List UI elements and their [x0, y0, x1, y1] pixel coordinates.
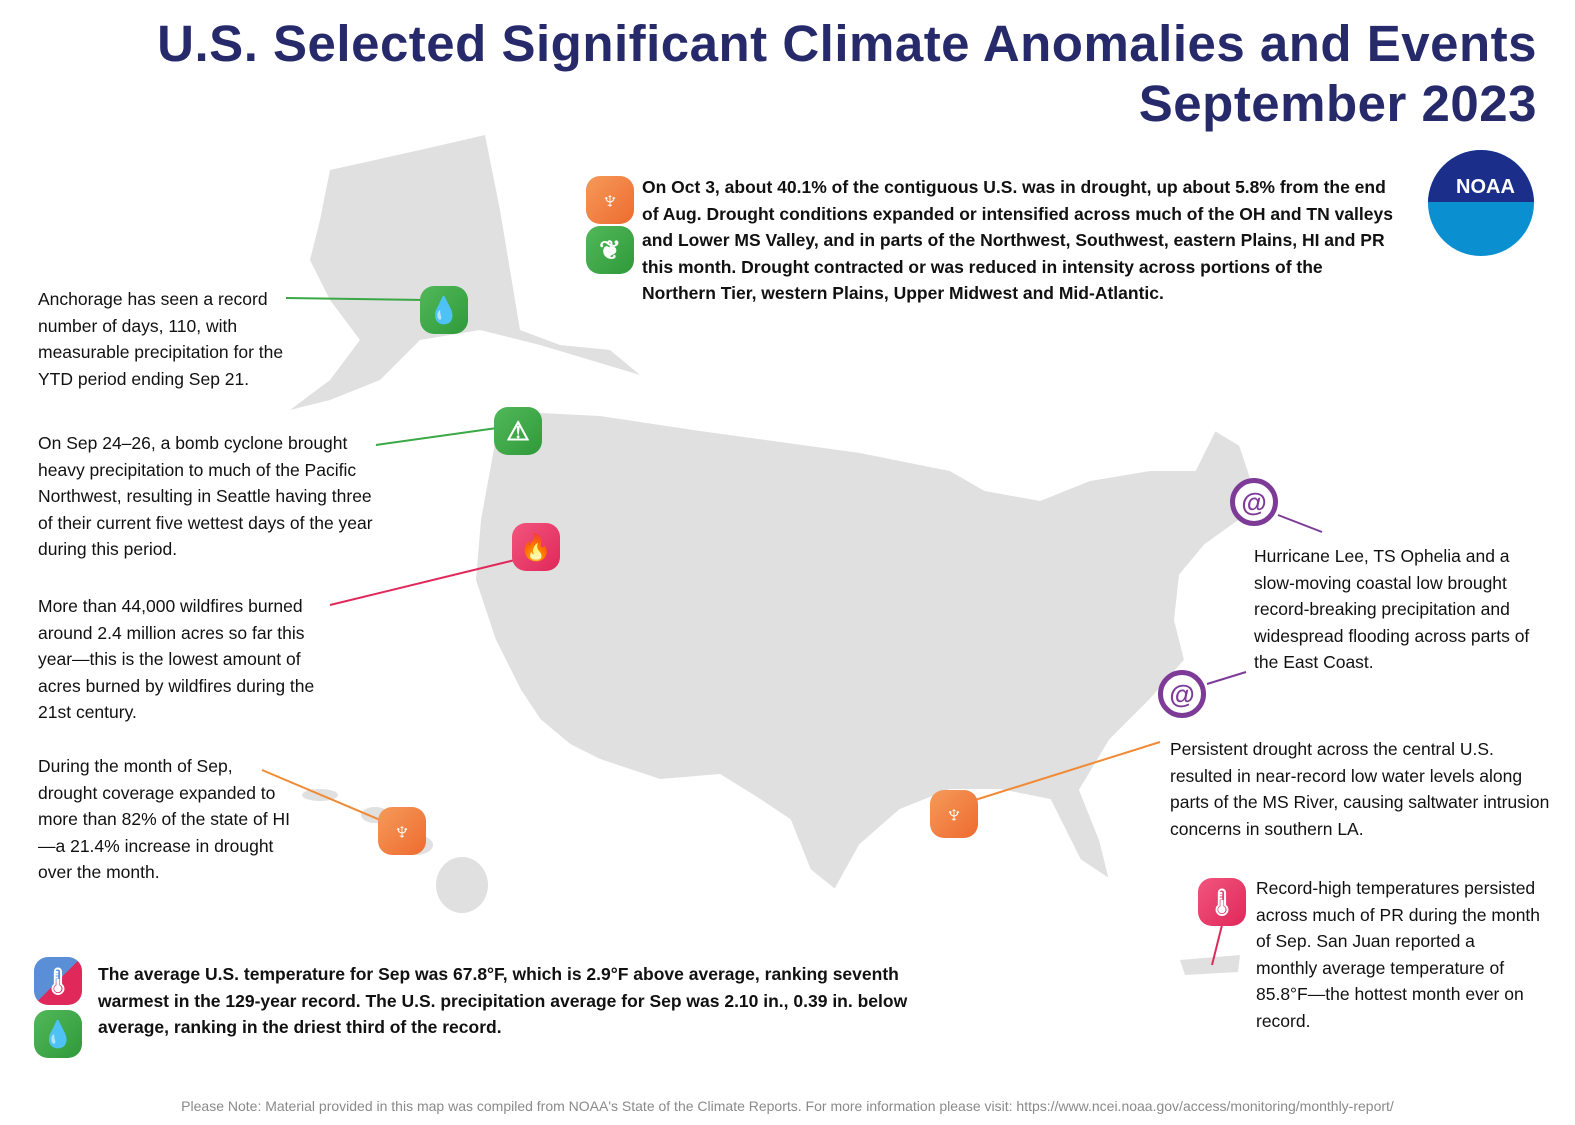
puerto-rico-text: Record-high temperatures persisted acros… [1256, 878, 1541, 1031]
precipitation-icon: 💧 [34, 1010, 82, 1058]
alaska [290, 135, 640, 410]
leader-east-coast-2 [1206, 671, 1247, 685]
leader-wildfires [329, 559, 516, 606]
footer-note: Please Note: Material provided in this m… [181, 1098, 1394, 1114]
noaa-logo-text: NOAA [1456, 176, 1515, 198]
thermometer-icon: 🌡 [1198, 878, 1246, 926]
temperature-icon: 🌡 [34, 957, 82, 1005]
page-title: U.S. Selected Significant Climate Anomal… [157, 15, 1537, 72]
leader-anchorage [285, 297, 426, 301]
puerto-rico [1180, 955, 1240, 975]
east-coast-text: Hurricane Lee, TS Ophelia and a slow-mov… [1254, 546, 1530, 672]
leader-east-coast [1277, 514, 1323, 533]
hurricane-icon: @ [1230, 478, 1278, 526]
drought-improvement-icon: ❦ [586, 226, 634, 274]
drought-summary-text: On Oct 3, about 40.1% of the contiguous … [642, 177, 1393, 303]
tropical-storm-icon: @ [1158, 670, 1206, 718]
ms-river-drought-icon: ♆ [930, 790, 978, 838]
anchorage-text: Anchorage has seen a record number of da… [38, 289, 284, 389]
heavy-precipitation-icon: 💧 [420, 286, 468, 334]
drought-icon: ♆ [586, 176, 634, 224]
bomb-cyclone-text: On Sep 24–26, a bomb cyclone brought hea… [38, 433, 373, 559]
wildfire-icon: 🔥 [512, 523, 560, 571]
leader-hawaii [261, 769, 386, 823]
national-summary-text: The average U.S. temperature for Sep was… [98, 964, 908, 1037]
leader-ms-river [974, 741, 1161, 801]
wildfires-text: More than 44,000 wildfires burned around… [38, 596, 315, 722]
ms-river-text: Persistent drought across the central U.… [1170, 739, 1550, 839]
leader-bomb-cyclone [375, 427, 498, 446]
hawaii-drought-icon: ♆ [378, 807, 426, 855]
hawaii-text: During the month of Sep, drought coverag… [38, 756, 290, 882]
leader-puerto-rico [1211, 924, 1223, 966]
page-subtitle: September 2023 [1138, 75, 1537, 132]
contiguous-us [473, 408, 1257, 892]
warning-icon: ⚠ [494, 407, 542, 455]
noaa-logo: NOAA [1420, 140, 1545, 265]
